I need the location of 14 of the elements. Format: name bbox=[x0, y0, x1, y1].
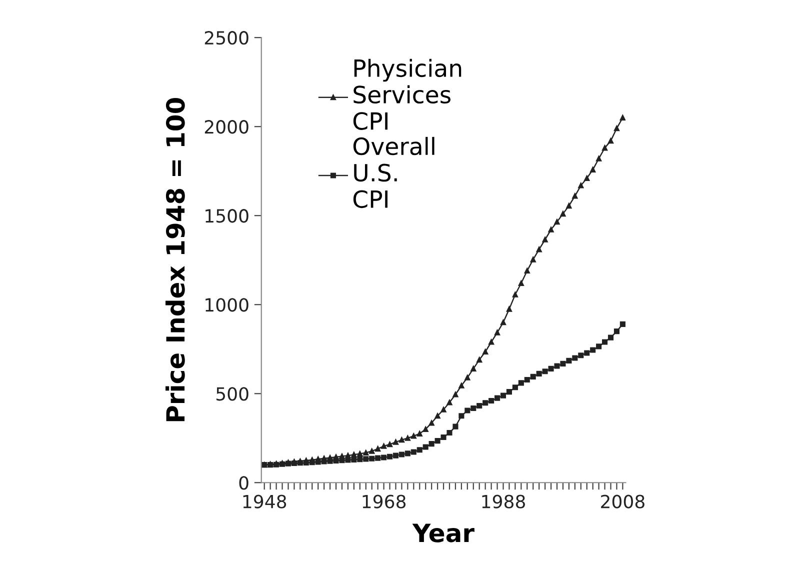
y-tick-label: 2500 bbox=[204, 31, 248, 45]
y-tick-label: 0 bbox=[239, 476, 248, 490]
legend-label: Physician Services CPI bbox=[353, 58, 462, 130]
x-tick-label: 2008 bbox=[601, 494, 644, 508]
x-tick-label: 1988 bbox=[482, 494, 525, 508]
y-tick-label: 1000 bbox=[206, 298, 248, 312]
x-axis-title: Year bbox=[412, 524, 474, 542]
y-tick-label: 500 bbox=[216, 387, 248, 401]
x-tick-label: 1948 bbox=[243, 494, 286, 508]
y-tick-label: 1500 bbox=[206, 209, 248, 223]
legend-label: Overall U.S. CPI bbox=[353, 136, 434, 208]
x-tick-label: 1968 bbox=[362, 494, 406, 508]
y-tick-label: 2000 bbox=[204, 120, 248, 134]
y-axis-title: Price Index 1948 = 100 bbox=[166, 98, 185, 422]
